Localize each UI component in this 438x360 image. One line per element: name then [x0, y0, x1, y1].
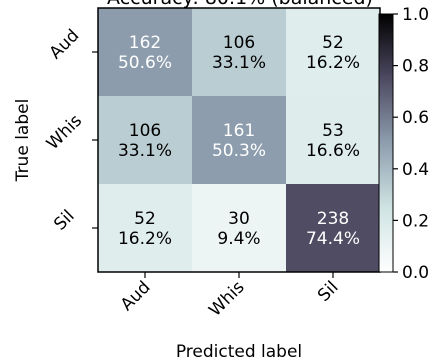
heatmap-cell — [286, 184, 380, 272]
heatmap-cell — [286, 96, 380, 184]
colorbar-tick-label: 0.8 — [402, 57, 429, 77]
colorbar-axis: 0.0 0.2 0.4 0.6 0.8 1.0 — [393, 5, 429, 283]
y-tick-label: Aud — [46, 26, 84, 64]
x-tick-label: Aud — [117, 277, 155, 315]
cell-percent: 74.4% — [306, 229, 360, 249]
y-tick-label: Whis — [43, 111, 86, 154]
cell-count: 162 — [129, 33, 161, 53]
cell-percent: 33.1% — [118, 141, 172, 161]
colorbar-tick-label: 0.4 — [402, 160, 429, 180]
cell-percent: 16.2% — [118, 229, 172, 249]
colorbar-tick-label: 0.6 — [402, 108, 429, 128]
y-axis: Aud Whis Sil — [43, 26, 98, 235]
heatmap-cell — [98, 184, 192, 272]
cell-percent: 33.1% — [212, 53, 266, 73]
cell-labels: 16250.6%10633.1%5216.2%10633.1%16150.3%5… — [118, 33, 360, 249]
colorbar-tick-label: 1.0 — [402, 5, 429, 25]
cell-count: 106 — [223, 33, 255, 53]
cell-percent: 9.4% — [217, 229, 260, 249]
cell-percent: 50.6% — [118, 53, 172, 73]
colorbar-tick-label: 0.2 — [402, 211, 429, 231]
cell-count: 106 — [129, 121, 161, 141]
heatmap-cell — [192, 8, 286, 96]
cell-count: 53 — [322, 121, 344, 141]
heatmap-cell — [192, 96, 286, 184]
cell-count: 52 — [322, 33, 344, 53]
cell-percent: 16.2% — [306, 53, 360, 73]
heatmap-cell — [192, 184, 286, 272]
y-tick-label: Sil — [50, 206, 78, 234]
cell-percent: 50.3% — [212, 141, 266, 161]
cell-percent: 16.6% — [306, 141, 360, 161]
heatmap-cell — [286, 8, 380, 96]
x-axis: Aud Whis Sil — [117, 272, 343, 321]
heatmap-cell — [98, 8, 192, 96]
colorbar-tick-label: 0.0 — [402, 263, 429, 283]
cell-count: 238 — [317, 209, 349, 229]
heatmap-cells — [98, 8, 380, 272]
colorbar — [378, 13, 394, 273]
heatmap-cell — [98, 96, 192, 184]
cell-count: 52 — [134, 209, 156, 229]
cell-count: 161 — [223, 121, 255, 141]
chart-title: Accuracy: 80.1% (balanced) — [107, 0, 373, 9]
x-axis-label: Predicted label — [176, 342, 302, 360]
y-axis-label: True label — [13, 99, 33, 183]
x-tick-label: Sil — [314, 277, 342, 305]
x-tick-label: Whis — [205, 277, 248, 320]
cell-count: 30 — [228, 209, 250, 229]
